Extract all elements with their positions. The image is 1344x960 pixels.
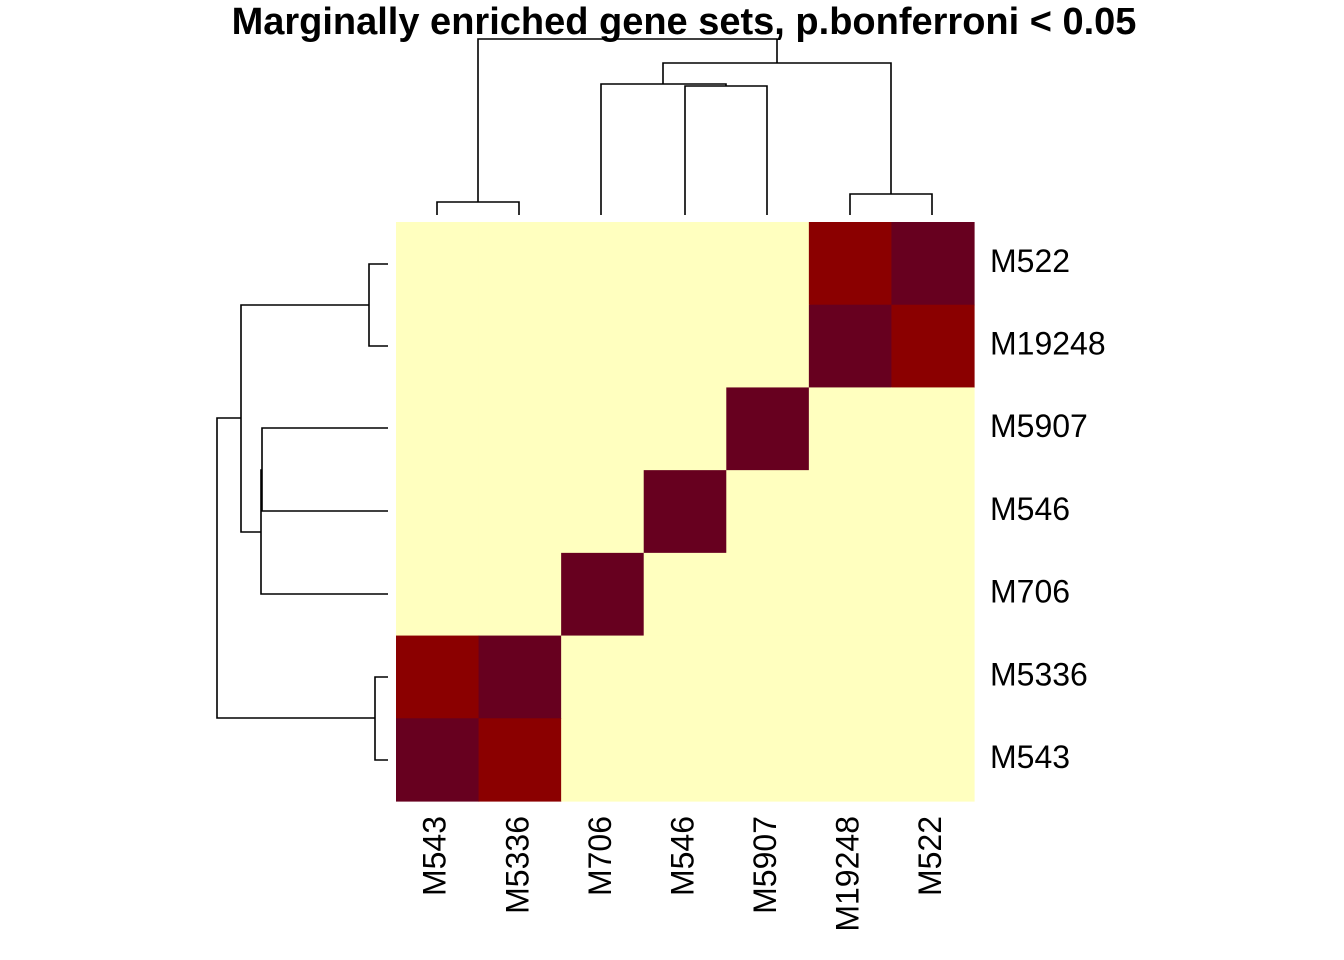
heatmap-cell-m706-m5336 bbox=[478, 552, 562, 637]
row-dendro-branch-m5907-m546 bbox=[261, 427, 388, 512]
heatmap-cell-m19248-m5336 bbox=[478, 304, 562, 389]
column-label-m546: M546 bbox=[664, 816, 700, 896]
chart-title: Marginally enriched gene sets, p.bonferr… bbox=[232, 1, 1137, 43]
heatmap-cell-m19248-m706 bbox=[561, 304, 645, 389]
heatmap-cells bbox=[396, 222, 975, 802]
column-label-m706: M706 bbox=[582, 816, 618, 896]
heatmap-cell-m706-m5907 bbox=[726, 552, 810, 637]
heatmap-cell-m5336-m5336 bbox=[478, 635, 562, 719]
heatmap-cell-m543-m5907 bbox=[726, 718, 810, 802]
heatmap-cell-m5336-m706 bbox=[561, 635, 645, 719]
row-label-m5907: M5907 bbox=[990, 408, 1088, 444]
column-dendrogram bbox=[436, 38, 933, 215]
row-dendro-root bbox=[216, 417, 375, 719]
heatmap-cell-m522-m543 bbox=[396, 222, 480, 306]
heatmap-cell-m19248-m546 bbox=[643, 304, 727, 389]
heatmap-cell-m5336-m546 bbox=[643, 635, 727, 719]
col-dendro-branch-m706-group bbox=[600, 83, 727, 215]
heatmap-cell-m546-m19248 bbox=[808, 470, 893, 554]
heatmap-cell-m706-m19248 bbox=[808, 552, 893, 637]
heatmap-cell-m522-m706 bbox=[561, 222, 645, 306]
row-dendrogram bbox=[216, 263, 388, 761]
col-dendro-branch-middle-right bbox=[662, 62, 892, 194]
column-labels: M543 M5336 M706 M546 M5907 M19248 M522 bbox=[417, 816, 948, 932]
heatmap-cell-m522-m522 bbox=[891, 222, 975, 306]
column-label-m5907: M5907 bbox=[747, 816, 783, 914]
heatmap-cell-m5907-m522 bbox=[891, 387, 975, 471]
heatmap-cell-m5907-m5336 bbox=[478, 387, 562, 471]
heatmap-cell-m5907-m546 bbox=[643, 387, 727, 471]
col-dendro-branch-m543-m5336 bbox=[436, 201, 520, 215]
heatmap-cell-m522-m19248 bbox=[808, 222, 893, 306]
row-label-m19248: M19248 bbox=[990, 326, 1106, 362]
heatmap-cell-m5907-m706 bbox=[561, 387, 645, 471]
row-label-m706: M706 bbox=[990, 574, 1070, 610]
row-dendro-branch-m706-group bbox=[260, 469, 388, 595]
heatmap-cell-m5907-m5907 bbox=[726, 387, 810, 471]
heatmap-cell-m706-m543 bbox=[396, 552, 480, 637]
heatmap-cell-m543-m706 bbox=[561, 718, 645, 802]
row-labels: M522 M19248 M5907 M546 M706 M5336 M543 bbox=[990, 243, 1106, 775]
heatmap-cell-m546-m522 bbox=[891, 470, 975, 554]
heatmap-cell-m19248-m522 bbox=[891, 304, 975, 389]
heatmap-cell-m543-m5336 bbox=[478, 718, 562, 802]
heatmap-cell-m5336-m19248 bbox=[808, 635, 893, 719]
heatmap-cell-m546-m5336 bbox=[478, 470, 562, 554]
column-label-m19248: M19248 bbox=[830, 816, 866, 932]
heatmap-cell-m543-m546 bbox=[643, 718, 727, 802]
row-label-m522: M522 bbox=[990, 243, 1070, 279]
heatmap-cell-m546-m543 bbox=[396, 470, 480, 554]
col-dendro-root bbox=[477, 38, 778, 202]
row-label-m546: M546 bbox=[990, 491, 1070, 527]
heatmap-cell-m706-m522 bbox=[891, 552, 975, 637]
heatmap-cell-m19248-m19248 bbox=[808, 304, 893, 389]
heatmap-cell-m706-m706 bbox=[561, 552, 645, 637]
row-dendro-branch-m522-m19248 bbox=[368, 263, 388, 347]
column-label-m522: M522 bbox=[912, 816, 948, 896]
heatmap-cell-m522-m5336 bbox=[478, 222, 562, 306]
heatmap-cell-m5907-m19248 bbox=[808, 387, 893, 471]
row-dendro-branch-m5336-m543 bbox=[374, 676, 388, 761]
heatmap-cell-m706-m546 bbox=[643, 552, 727, 637]
heatmap-cell-m5336-m543 bbox=[396, 635, 480, 719]
row-label-m543: M543 bbox=[990, 739, 1070, 775]
heatmap-cell-m543-m19248 bbox=[808, 718, 893, 802]
heatmap-cell-m522-m5907 bbox=[726, 222, 810, 306]
column-label-m5336: M5336 bbox=[499, 816, 535, 914]
heatmap-cell-m19248-m5907 bbox=[726, 304, 810, 389]
heatmap-cell-m19248-m543 bbox=[396, 304, 480, 389]
heatmap-cell-m546-m706 bbox=[561, 470, 645, 554]
heatmap-cell-m5336-m5907 bbox=[726, 635, 810, 719]
col-dendro-branch-m19248-m522 bbox=[849, 193, 933, 215]
row-label-m5336: M5336 bbox=[990, 656, 1088, 692]
heatmap-cell-m546-m5907 bbox=[726, 470, 810, 554]
col-dendro-branch-m546-m5907 bbox=[684, 85, 768, 215]
heatmap-cell-m522-m546 bbox=[643, 222, 727, 306]
heatmap-cell-m5907-m543 bbox=[396, 387, 480, 471]
heatmap-cell-m5336-m522 bbox=[891, 635, 975, 719]
column-label-m543: M543 bbox=[417, 816, 453, 896]
heatmap-cell-m543-m543 bbox=[396, 718, 480, 802]
heatmap-cell-m543-m522 bbox=[891, 718, 975, 802]
heatmap-cell-m546-m546 bbox=[643, 470, 727, 554]
